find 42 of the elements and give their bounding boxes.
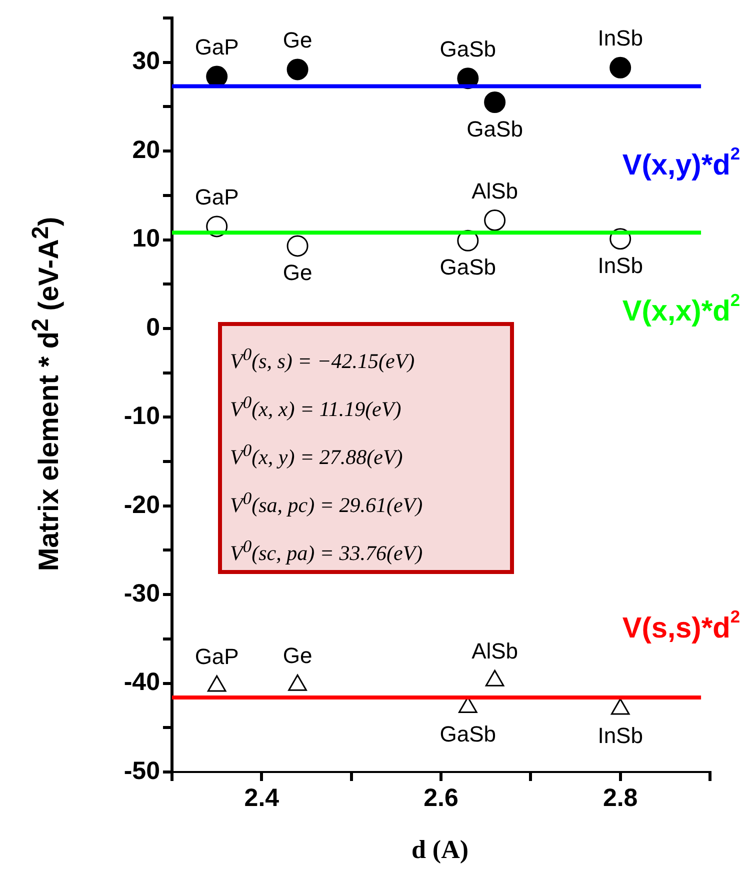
x-tick-label: 2.4	[244, 784, 280, 812]
point	[288, 674, 307, 691]
point	[484, 92, 506, 114]
annotation: V$^{0}$(x, x) = 11.19(eV)	[230, 391, 402, 423]
annotation: InSb	[598, 252, 643, 278]
y-tick-label: 10	[132, 224, 160, 253]
annotation: Ge	[282, 260, 312, 286]
annotation: V$^{0}$(s, s) = −42.15(eV)	[230, 343, 416, 375]
x-tick-label: 2.6	[424, 784, 458, 812]
point	[286, 58, 308, 80]
annotation: AlSb	[472, 638, 518, 664]
annotation: AlSb	[472, 178, 518, 204]
annotation: Ge	[282, 643, 312, 668]
annotation: GaP	[194, 34, 239, 60]
y-tick-label: -10	[124, 402, 160, 430]
point	[610, 56, 632, 78]
annotation: InSb	[598, 26, 643, 51]
point	[610, 698, 630, 715]
annotation: Ge	[282, 28, 312, 53]
annotation: GaSb	[466, 116, 523, 142]
annotation: GaP	[194, 184, 239, 210]
y-tick-label: -40	[124, 668, 160, 696]
point	[485, 670, 504, 686]
annotation: GaSb	[440, 36, 496, 62]
point	[207, 675, 226, 692]
annotation: GaSb	[440, 254, 496, 280]
y-tick-label: 20	[132, 136, 160, 164]
annotation: V$^{0}$(sc, pa) = 33.76(eV)	[230, 535, 424, 567]
y-tick-label: -20	[124, 490, 160, 519]
annotation: V$^{0}$(x, y) = 27.88(eV)	[230, 439, 404, 471]
x-axis-title: d (A)	[411, 835, 469, 865]
point	[484, 210, 506, 231]
annotation: V$^{0}$(sa, pc) = 29.61(eV)	[230, 487, 424, 519]
y-tick-label: -50	[124, 756, 160, 785]
y-tick-label: 30	[132, 47, 160, 76]
y-tick-label: 0	[146, 313, 160, 342]
x-tick-label: 2.8	[602, 784, 638, 812]
annotation: GaP	[194, 644, 239, 670]
annotation: GaSb	[440, 721, 496, 746]
point	[286, 235, 308, 257]
annotation: InSb	[598, 723, 643, 748]
y-tick-label: -30	[124, 579, 160, 608]
